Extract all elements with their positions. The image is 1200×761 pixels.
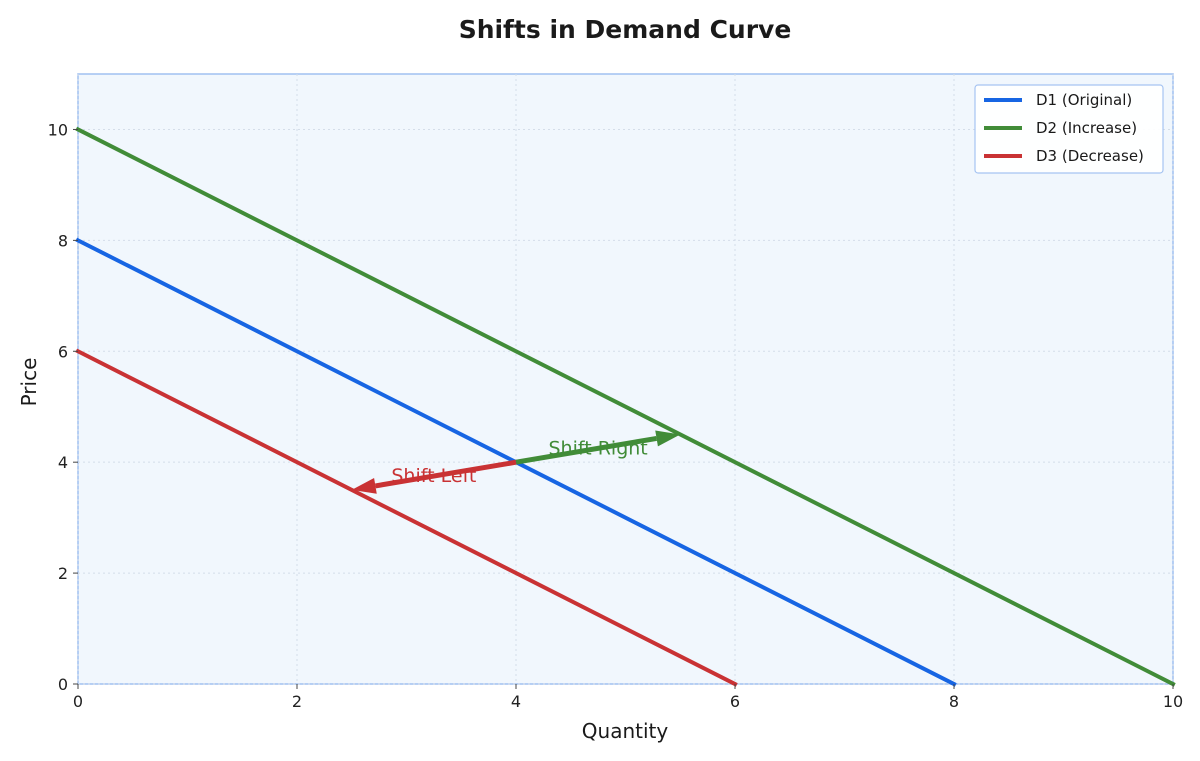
annotation-arrow-head	[351, 478, 377, 494]
legend-entry-label: D1 (Original)	[1036, 91, 1132, 109]
x-tick-label: 6	[730, 692, 740, 711]
x-tick-label: 10	[1163, 692, 1183, 711]
series-line-d3	[75, 348, 738, 687]
y-axis-label: Price	[17, 358, 41, 407]
y-tick-label: 10	[48, 120, 68, 139]
x-tick-label: 4	[511, 692, 521, 711]
legend-entry-label: D3 (Decrease)	[1036, 147, 1144, 165]
annotation-arrow-shaft	[515, 435, 658, 465]
x-tick-label: 2	[292, 692, 302, 711]
y-tick-label: 4	[58, 453, 68, 472]
annotation-label: Shift Right	[548, 437, 647, 459]
legend: D1 (Original) D2 (Increase) D3 (Decrease)	[974, 84, 1164, 174]
y-tick-label: 6	[58, 342, 68, 361]
series-line-d2	[75, 126, 1176, 687]
y-tick-label: 8	[58, 231, 68, 250]
annotation-arrow-shaft	[374, 459, 517, 489]
axis-ticks: 0 2 4 6 8 10 0 2 4 6 8 10	[48, 120, 1184, 711]
legend-entry-label: D2 (Increase)	[1036, 119, 1137, 137]
x-tick-label: 0	[73, 692, 83, 711]
x-tick-label: 8	[949, 692, 959, 711]
x-axis-label: Quantity	[582, 719, 669, 743]
shift-annotations: Shift Right Shift Left	[351, 430, 681, 494]
grid-lines	[77, 74, 1174, 685]
legend-box	[974, 84, 1164, 174]
plot-area	[77, 73, 1174, 685]
annotation-arrow-head	[655, 430, 681, 447]
y-tick-label: 2	[58, 564, 68, 583]
annotation-label: Shift Left	[391, 465, 476, 487]
chart-title: Shifts in Demand Curve	[459, 15, 792, 44]
y-tick-label: 0	[58, 675, 68, 694]
